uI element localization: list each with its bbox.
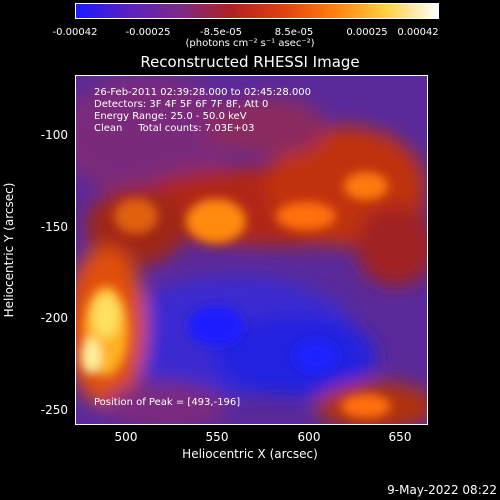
colorbar-tick: 0.00042 bbox=[397, 27, 439, 38]
colorbar-tick: -0.00042 bbox=[52, 27, 98, 38]
timestamp: 9-May-2022 08:22 bbox=[387, 483, 497, 497]
info-detectors: Detectors: 3F 4F 5F 6F 7F 8F, Att 0 bbox=[94, 99, 269, 110]
y-tick: -100 bbox=[40, 128, 68, 142]
info-time-range: 26-Feb-2011 02:39:28.000 to 02:45:28.000 bbox=[94, 87, 312, 98]
x-tick: 650 bbox=[388, 430, 412, 444]
x-tick: 550 bbox=[205, 430, 229, 444]
colorbar bbox=[75, 3, 439, 19]
solar-image bbox=[76, 76, 427, 424]
info-total-counts: Clean Total counts: 7.03E+03 bbox=[94, 123, 255, 134]
colorbar-tick: 0.00025 bbox=[346, 27, 388, 38]
x-axis-label: Heliocentric X (arcsec) bbox=[182, 447, 318, 461]
y-tick: -150 bbox=[40, 220, 68, 234]
info-energy-range: Energy Range: 25.0 - 50.0 keV bbox=[94, 111, 247, 122]
y-tick: -200 bbox=[40, 311, 68, 325]
y-axis-label: Heliocentric Y (arcsec) bbox=[2, 182, 16, 318]
peak-position: Position of Peak = [493,-196] bbox=[94, 397, 241, 408]
colorbar-units: (photons cm⁻² s⁻¹ asec⁻²) bbox=[185, 38, 315, 49]
colorbar-tick: -0.00025 bbox=[125, 27, 171, 38]
solar-image-panel: 26-Feb-2011 02:39:28.000 to 02:45:28.000… bbox=[75, 75, 428, 425]
image-title: Reconstructed RHESSI Image bbox=[140, 53, 360, 71]
colorbar-tick: -8.5e-05 bbox=[200, 27, 242, 38]
x-tick: 600 bbox=[297, 430, 321, 444]
colorbar-tick: 8.5e-05 bbox=[274, 27, 314, 38]
y-tick: -250 bbox=[40, 403, 68, 417]
x-tick: 500 bbox=[114, 430, 138, 444]
